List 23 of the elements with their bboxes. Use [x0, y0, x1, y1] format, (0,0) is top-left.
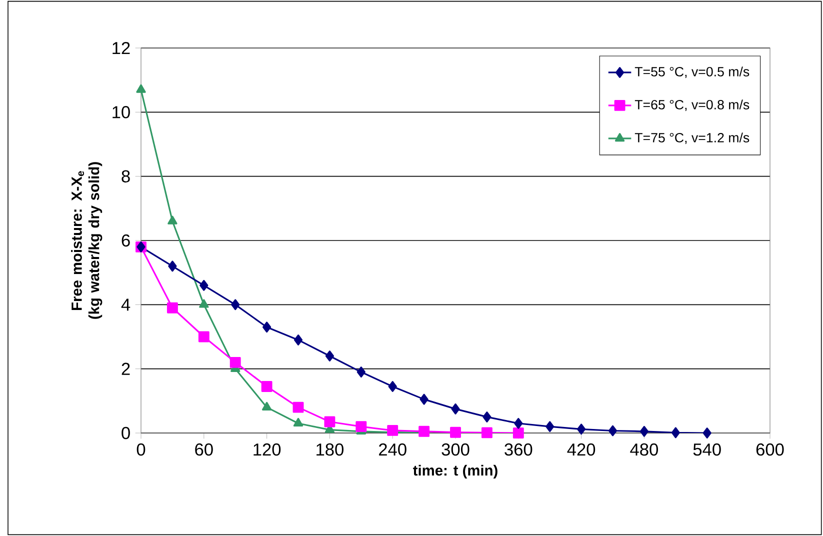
x-tick-label: 600 [756, 443, 784, 456]
x-tick-label: 0 [136, 443, 146, 456]
x-tick-label: 120 [254, 443, 281, 456]
x-tick-label: 540 [693, 443, 721, 456]
legend-label: T=55 °C, v=0.5 m/s [634, 66, 750, 78]
x-tick-label: 60 [195, 443, 213, 456]
x-tick-label: 240 [379, 443, 406, 456]
y-axis-title: Free moisture: X-X$_{e}$ (kg water/kg dry solid) [71, 162, 102, 319]
y-tick-label: 12 [112, 42, 130, 54]
x-tick-label: 420 [567, 443, 596, 456]
x-tick-label: 180 [316, 443, 344, 456]
y-tick-label: 2 [122, 362, 130, 375]
x-tick-label: 300 [442, 443, 470, 456]
y-tick-label: 6 [122, 234, 130, 247]
x-axis-title: time: t (min) [413, 464, 498, 478]
y-tick-label: 0 [122, 426, 130, 440]
y-tick-label: 10 [112, 106, 130, 118]
x-tick-label: 480 [630, 443, 658, 456]
y-tick-label: 8 [122, 170, 130, 182]
x-tick-label: 360 [504, 443, 532, 456]
legend-label: T=75 °C, v=1.2 m/s [634, 132, 750, 144]
y-tick-label: 4 [121, 298, 130, 311]
legend-label: T=65 °C, v=0.8 m/s [634, 100, 750, 112]
